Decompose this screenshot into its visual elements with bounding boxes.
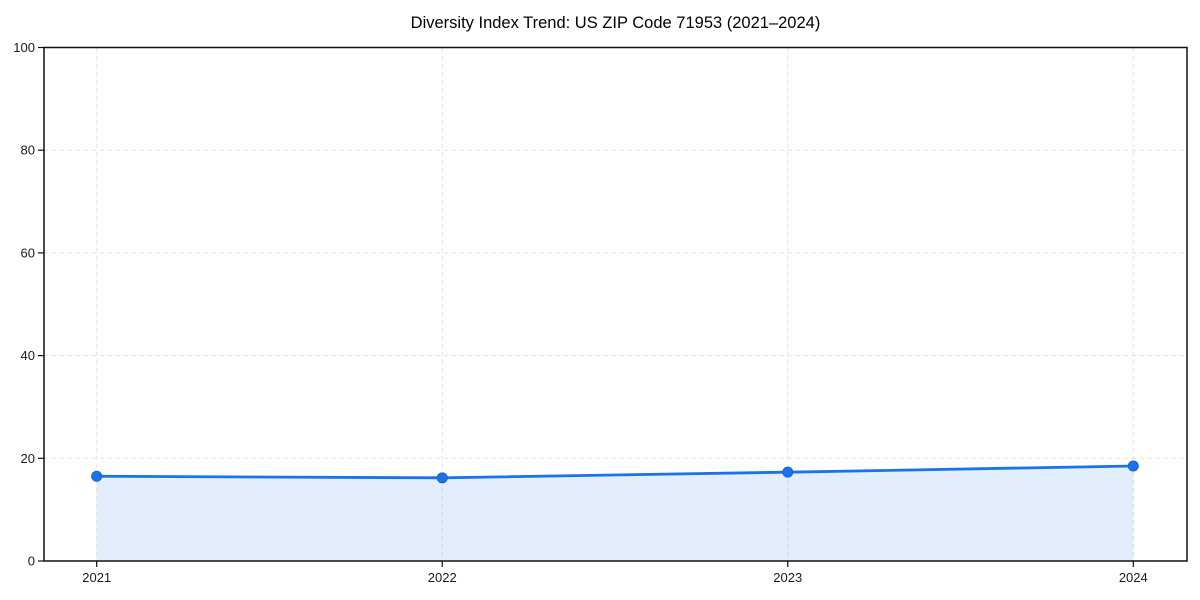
chart-title: Diversity Index Trend: US ZIP Code 71953… (411, 14, 821, 32)
x-axis-tick-label: 2024 (1119, 570, 1148, 585)
data-point (1127, 460, 1139, 472)
data-point (91, 470, 103, 482)
data-point-markers (91, 460, 1139, 484)
y-axis-tick-label: 20 (21, 451, 35, 466)
y-axis-tick-label: 60 (21, 245, 35, 260)
x-axis-tick-label: 2021 (82, 570, 111, 585)
y-axis-tick-label: 0 (28, 554, 35, 569)
trend-line (95, 464, 1135, 480)
axis-tick-labels: 0 20 40 60 80 100 2021 2022 2023 2024 (13, 40, 1147, 585)
trend-line-path (95, 464, 1135, 480)
data-point (782, 466, 794, 478)
y-axis-tick-label: 40 (21, 348, 35, 363)
y-axis-tick-label: 100 (13, 40, 35, 55)
x-axis-tick-label: 2023 (773, 570, 802, 585)
area-fill (96, 466, 1134, 561)
area-fill-path (96, 466, 1134, 561)
plot-frame (43, 46, 1188, 562)
axes (38, 46, 1188, 567)
y-axis-tick-label: 80 (21, 143, 35, 158)
x-axis-tick-label: 2022 (428, 570, 457, 585)
data-point (436, 472, 448, 484)
